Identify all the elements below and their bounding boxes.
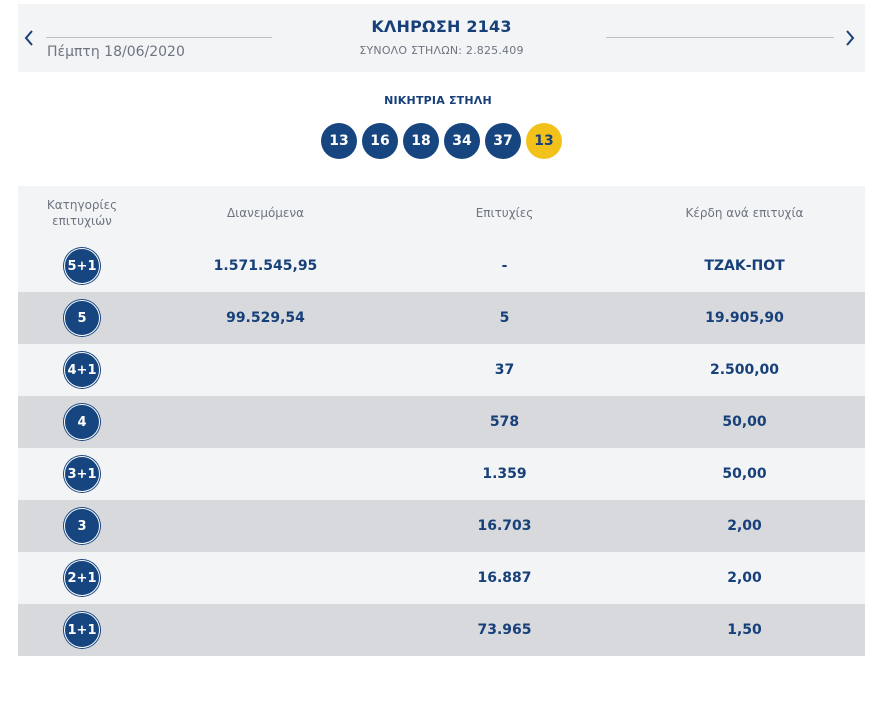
total-columns-text: ΣΥΝΟΛΟ ΣΤΗΛΩΝ: 2.825.409	[359, 44, 524, 57]
joker-number-ball: 13	[526, 123, 562, 159]
table-row: 3+1 1.359 50,00	[18, 448, 865, 500]
distributed-cell	[146, 552, 385, 604]
winners-cell: 73.965	[385, 604, 624, 656]
category-cell: 5	[18, 292, 146, 344]
category-badge: 5+1	[64, 248, 100, 284]
table-row: 4 578 50,00	[18, 396, 865, 448]
next-draw-button[interactable]	[841, 26, 859, 50]
prize-categories-table: Κατηγορίες επιτυχιών Διανεμόμενα Επιτυχί…	[18, 186, 865, 656]
prize-cell: 2.500,00	[624, 344, 865, 396]
prize-cell: 2,00	[624, 500, 865, 552]
column-header-distributed: Διανεμόμενα	[146, 186, 385, 240]
table-row: 5 99.529,54 5 19.905,90	[18, 292, 865, 344]
column-header-category-line1: Κατηγορίες	[46, 198, 118, 212]
category-badge: 3+1	[64, 456, 100, 492]
winning-number-ball: 18	[403, 123, 439, 159]
category-badge: 4	[64, 404, 100, 440]
winning-number-ball: 13	[321, 123, 357, 159]
winning-column-label: ΝΙΚΗΤΡΙΑ ΣΤΗΛΗ	[384, 94, 492, 107]
winning-number-ball: 16	[362, 123, 398, 159]
category-badge: 2+1	[64, 560, 100, 596]
column-header-winners: Επιτυχίες	[385, 186, 624, 240]
prize-cell: 19.905,90	[624, 292, 865, 344]
table-header-row: Κατηγορίες επιτυχιών Διανεμόμενα Επιτυχί…	[18, 186, 865, 240]
category-badge: 4+1	[64, 352, 100, 388]
distributed-cell: 1.571.545,95	[146, 240, 385, 292]
distributed-cell	[146, 500, 385, 552]
category-badge: 3	[64, 508, 100, 544]
category-cell: 3+1	[18, 448, 146, 500]
category-cell: 4	[18, 396, 146, 448]
winners-cell: 37	[385, 344, 624, 396]
winners-cell: -	[385, 240, 624, 292]
column-header-category: Κατηγορίες επιτυχιών	[18, 186, 146, 240]
winning-number-ball: 37	[485, 123, 521, 159]
prize-cell: 1,50	[624, 604, 865, 656]
category-badge: 1+1	[64, 612, 100, 648]
category-cell: 2+1	[18, 552, 146, 604]
table-row: 4+1 37 2.500,00	[18, 344, 865, 396]
draw-title: ΚΛΗΡΩΣΗ 2143	[371, 17, 512, 36]
chevron-right-icon	[846, 30, 855, 46]
previous-draw-button[interactable]	[20, 26, 38, 50]
prize-cell: 50,00	[624, 396, 865, 448]
distributed-cell: 99.529,54	[146, 292, 385, 344]
column-header-category-line2: επιτυχιών	[52, 214, 112, 228]
distributed-cell	[146, 396, 385, 448]
prize-cell: ΤΖΑΚ-ΠΟΤ	[624, 240, 865, 292]
winners-cell: 5	[385, 292, 624, 344]
winners-cell: 16.887	[385, 552, 624, 604]
winning-number-ball: 34	[444, 123, 480, 159]
category-cell: 4+1	[18, 344, 146, 396]
draw-header: Πέμπτη 18/06/2020 ΚΛΗΡΩΣΗ 2143 ΣΥΝΟΛΟ ΣΤ…	[18, 4, 865, 72]
winning-numbers: 13 16 18 34 37 13	[321, 123, 562, 159]
distributed-cell	[146, 344, 385, 396]
table-row: 5+1 1.571.545,95 - ΤΖΑΚ-ΠΟΤ	[18, 240, 865, 292]
distributed-cell	[146, 604, 385, 656]
chevron-left-icon	[24, 30, 33, 46]
table-row: 3 16.703 2,00	[18, 500, 865, 552]
prize-cell: 2,00	[624, 552, 865, 604]
prize-cell: 50,00	[624, 448, 865, 500]
header-divider-right	[606, 37, 834, 38]
draw-date: Πέμπτη 18/06/2020	[47, 44, 185, 60]
winners-cell: 1.359	[385, 448, 624, 500]
category-cell: 5+1	[18, 240, 146, 292]
table-row: 1+1 73.965 1,50	[18, 604, 865, 656]
winners-cell: 16.703	[385, 500, 624, 552]
table-row: 2+1 16.887 2,00	[18, 552, 865, 604]
column-header-prize: Κέρδη ανά επιτυχία	[624, 186, 865, 240]
header-divider-left	[46, 37, 272, 38]
distributed-cell	[146, 448, 385, 500]
category-cell: 3	[18, 500, 146, 552]
category-badge: 5	[64, 300, 100, 336]
winners-cell: 578	[385, 396, 624, 448]
category-cell: 1+1	[18, 604, 146, 656]
